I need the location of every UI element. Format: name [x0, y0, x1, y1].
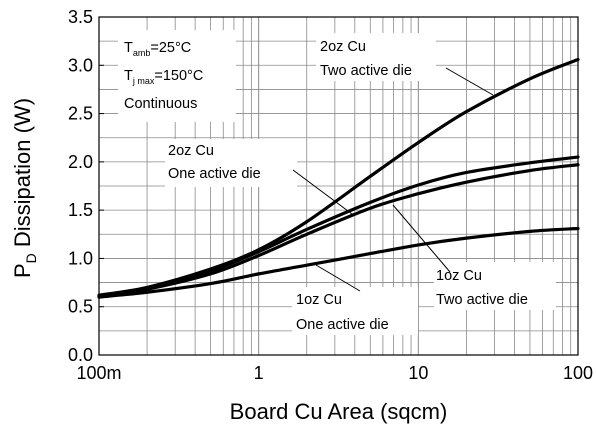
y-axis-title-main: P	[10, 263, 35, 278]
t-amb-symbol: T	[124, 40, 133, 56]
y-tick-label: 0.0	[68, 345, 93, 365]
series-annotations: 2oz Cu Two active die 2oz Cu One active …	[165, 33, 556, 335]
leader-2oz-two	[445, 67, 494, 96]
x-tick-label: 100	[563, 363, 593, 383]
y-tick-label: 3.5	[68, 7, 93, 27]
series-lines	[97, 57, 580, 299]
leader-1oz-one	[315, 264, 361, 292]
x-tick-label: 1	[254, 363, 264, 383]
y-tick-label: 2.5	[68, 104, 93, 124]
x-axis-title: Board Cu Area (sqcm)	[230, 399, 448, 424]
plot-frame	[98, 16, 579, 356]
label-1oz-one-line1: 1oz Cu	[296, 292, 342, 308]
label-bg-2oz-one	[165, 139, 297, 187]
y-tick-label: 0.5	[68, 297, 93, 317]
x-tick-label: 100m	[76, 363, 121, 383]
y-axis-title-rest: Dissipation (W)	[10, 98, 35, 253]
t-amb-subscript: amb	[133, 48, 151, 58]
label-2oz-two-line2: Two active die	[320, 63, 412, 79]
label-bg-1oz-two	[434, 262, 556, 310]
leader-2oz-one	[292, 169, 353, 215]
mode-note: Continuous	[124, 96, 197, 112]
series-line-2oz-one-die	[97, 155, 580, 298]
t-jmax-symbol: T	[124, 68, 133, 84]
y-axis-title: PD Dissipation (W)	[10, 98, 39, 278]
t-jmax-note: Tj max=150°C	[124, 68, 203, 86]
t-amb-note: Tamb=25°C	[124, 40, 191, 58]
t-amb-value: =25°C	[150, 40, 191, 56]
label-bg-2oz-two	[316, 33, 436, 81]
series-line-1oz-two-die	[97, 163, 580, 299]
series-line-1oz-one-die	[97, 226, 580, 299]
label-bg-1oz-one	[292, 287, 418, 335]
tick-labels: 0.0 0.5 1.0 1.5 2.0 2.5 3.0 3.5 100m 1 10 100	[68, 7, 593, 383]
t-jmax-value: =150°C	[154, 68, 203, 84]
leader-1oz-two	[392, 204, 451, 273]
t-jmax-subscript: j max	[132, 76, 155, 86]
y-tick-label: 3.0	[68, 55, 93, 75]
label-2oz-two-line1: 2oz Cu	[320, 39, 366, 55]
label-1oz-one-line2: One active die	[296, 317, 389, 333]
y-tick-label: 2.0	[68, 152, 93, 172]
label-1oz-two-line2: Two active die	[436, 292, 528, 308]
conditions-box-bg	[118, 30, 236, 122]
y-tick-label: 1.0	[68, 248, 93, 268]
label-2oz-one-line2: One active die	[168, 166, 261, 182]
y-tick-label: 1.5	[68, 200, 93, 220]
label-1oz-two-line1: 1oz Cu	[436, 268, 482, 284]
label-2oz-one-line1: 2oz Cu	[168, 143, 214, 159]
y-axis-title-sub: D	[23, 253, 39, 263]
x-tick-label: 10	[408, 363, 428, 383]
